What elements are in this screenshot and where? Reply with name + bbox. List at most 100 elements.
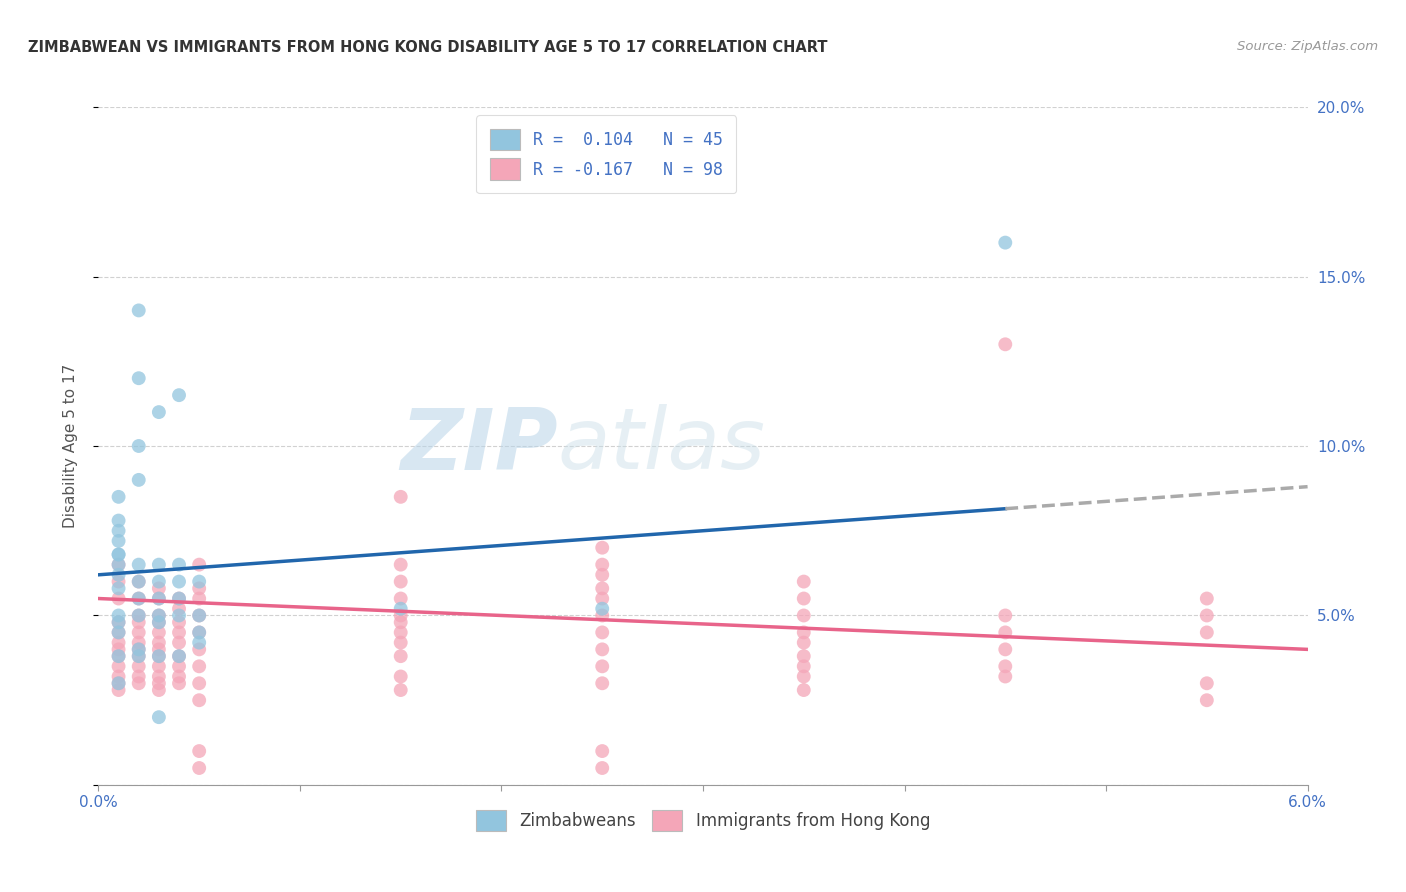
Point xyxy=(107,582,129,596)
Point xyxy=(994,235,1017,250)
Point xyxy=(389,574,412,589)
Point xyxy=(128,591,150,606)
Point xyxy=(107,548,129,562)
Text: atlas: atlas xyxy=(558,404,766,488)
Point xyxy=(1195,591,1218,606)
Point xyxy=(107,514,129,528)
Point xyxy=(148,574,170,589)
Point xyxy=(107,567,129,582)
Point xyxy=(167,388,190,402)
Point xyxy=(107,615,129,630)
Point xyxy=(128,642,150,657)
Point xyxy=(128,625,150,640)
Point xyxy=(128,371,150,385)
Point xyxy=(793,683,815,698)
Point xyxy=(148,642,170,657)
Point xyxy=(167,591,190,606)
Point xyxy=(591,591,613,606)
Point xyxy=(107,635,129,649)
Point xyxy=(591,625,613,640)
Point xyxy=(1195,625,1218,640)
Point xyxy=(167,676,190,690)
Point xyxy=(188,659,211,673)
Point xyxy=(148,591,170,606)
Point xyxy=(128,676,150,690)
Y-axis label: Disability Age 5 to 17: Disability Age 5 to 17 xyxy=(63,364,77,528)
Point xyxy=(148,615,170,630)
Point xyxy=(167,574,190,589)
Point xyxy=(591,567,613,582)
Point xyxy=(167,558,190,572)
Point xyxy=(148,558,170,572)
Point xyxy=(128,608,150,623)
Legend: Zimbabweans, Immigrants from Hong Kong: Zimbabweans, Immigrants from Hong Kong xyxy=(463,797,943,845)
Point xyxy=(1195,608,1218,623)
Point xyxy=(107,649,129,664)
Point xyxy=(793,574,815,589)
Point xyxy=(148,635,170,649)
Point xyxy=(128,473,150,487)
Point xyxy=(389,683,412,698)
Text: Source: ZipAtlas.com: Source: ZipAtlas.com xyxy=(1237,40,1378,54)
Point xyxy=(128,615,150,630)
Point xyxy=(188,591,211,606)
Point xyxy=(107,558,129,572)
Point xyxy=(188,642,211,657)
Point xyxy=(107,642,129,657)
Point xyxy=(793,625,815,640)
Point xyxy=(188,744,211,758)
Point xyxy=(793,649,815,664)
Point xyxy=(167,659,190,673)
Point xyxy=(128,635,150,649)
Point xyxy=(188,676,211,690)
Point xyxy=(591,558,613,572)
Point xyxy=(107,591,129,606)
Point xyxy=(188,635,211,649)
Point xyxy=(591,601,613,615)
Point xyxy=(591,659,613,673)
Point xyxy=(107,558,129,572)
Point xyxy=(167,669,190,683)
Point xyxy=(148,608,170,623)
Point xyxy=(128,303,150,318)
Point xyxy=(128,574,150,589)
Point xyxy=(107,683,129,698)
Point xyxy=(128,558,150,572)
Point xyxy=(389,635,412,649)
Point xyxy=(188,582,211,596)
Point xyxy=(188,608,211,623)
Point xyxy=(128,642,150,657)
Point xyxy=(107,659,129,673)
Point xyxy=(167,591,190,606)
Point xyxy=(591,582,613,596)
Point xyxy=(389,601,412,615)
Point xyxy=(188,574,211,589)
Point xyxy=(389,490,412,504)
Point xyxy=(107,548,129,562)
Point xyxy=(167,608,190,623)
Point xyxy=(107,524,129,538)
Point xyxy=(148,615,170,630)
Point xyxy=(591,541,613,555)
Point xyxy=(389,615,412,630)
Point xyxy=(107,615,129,630)
Point xyxy=(167,601,190,615)
Point xyxy=(591,744,613,758)
Point xyxy=(107,669,129,683)
Point xyxy=(389,649,412,664)
Point xyxy=(994,659,1017,673)
Point xyxy=(148,625,170,640)
Point xyxy=(107,676,129,690)
Point xyxy=(188,625,211,640)
Point xyxy=(148,659,170,673)
Text: ZIP: ZIP xyxy=(401,404,558,488)
Point xyxy=(128,669,150,683)
Point xyxy=(128,608,150,623)
Point xyxy=(128,591,150,606)
Point xyxy=(793,635,815,649)
Point xyxy=(188,761,211,775)
Point xyxy=(793,608,815,623)
Point xyxy=(188,558,211,572)
Point xyxy=(793,659,815,673)
Point xyxy=(128,659,150,673)
